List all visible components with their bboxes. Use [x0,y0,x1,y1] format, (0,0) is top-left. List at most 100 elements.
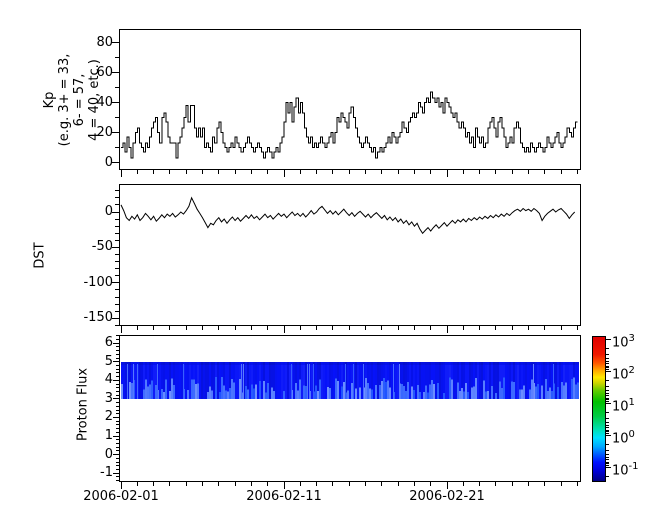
dst-y-tick-label: 0 [104,204,113,219]
kp-x-minor-tick [218,170,220,174]
kp-x-minor-tick [511,170,513,174]
proton-flux-y-minor-tick [116,442,119,444]
kp-x-minor-tick [348,170,350,174]
colorbar-tick-label: 102 [612,365,635,383]
dst-y-minor-tick [115,296,119,298]
proton-flux-x-minor-tick [332,482,334,486]
dst-x-minor-tick [348,326,350,330]
proton-flux-x-minor-tick [365,482,366,486]
kp-x-minor-tick [185,170,187,174]
dst-x-minor-tick [511,326,513,330]
colorbar-minor-tick [606,369,609,371]
proton-flux-y-tick-label: 3 [104,390,113,406]
proton-flux-y-minor-tick [116,446,119,448]
colorbar-major-tick [606,434,611,436]
colorbar-minor-tick [606,353,609,355]
kp-x-minor-tick [430,170,432,174]
dst-y-minor-tick [115,289,119,291]
proton-flux-y-minor-tick [116,372,119,374]
colorbar-minor-tick [606,427,609,429]
proton-flux-x-minor-tick [153,482,155,486]
proton-flux-y-minor-tick [116,346,119,348]
colorbar-minor-tick [606,348,609,350]
kp-x-minor-tick [560,170,562,174]
kp-y-major-tick [112,102,119,103]
colorbar-minor-tick [606,453,609,455]
proton-flux-y-minor-tick [116,420,119,422]
kp-x-minor-tick [153,170,155,174]
proton-flux-x-minor-tick [250,482,252,486]
kp-x-minor-tick [202,170,203,174]
proton-flux-x-major-tick [120,482,122,489]
dst-x-major-tick [446,326,448,333]
colorbar-minor-tick [606,461,609,463]
dst-y-minor-tick [115,232,119,234]
proton-flux-y-minor-tick [116,390,119,392]
colorbar-tick-label: 10-1 [612,461,639,479]
dst-y-minor-tick [115,218,119,220]
proton-flux-x-minor-tick [495,482,497,486]
kp-x-minor-tick [332,170,334,174]
dst-y-minor-tick [115,261,119,263]
proton-flux-y-minor-tick [116,465,119,467]
proton-flux-y-minor-tick [116,402,119,404]
proton-flux-y-tick-label: -1 [100,465,113,481]
colorbar-minor-tick [606,421,609,423]
x-tick-label-feb21: 2006-02-21 [409,489,485,504]
proton-flux-y-major-tick [113,398,119,400]
kp-x-minor-tick [136,170,138,174]
colorbar-tick-label: 103 [612,333,635,351]
proton-flux-y-minor-tick [116,439,119,441]
dst-y-tick-label: -50 [91,239,113,255]
dst-x-minor-tick [479,326,481,330]
colorbar-minor-tick [606,444,609,446]
dst-x-minor-tick [381,326,383,330]
kp-x-minor-tick [479,170,481,174]
kp-x-major-tick [283,170,285,177]
kp-x-minor-tick [316,170,318,174]
kp-y-minor-tick [115,117,119,118]
colorbar-minor-tick [606,417,609,419]
colorbar-minor-tick [606,465,609,467]
proton-flux-x-minor-tick [316,482,318,486]
proton-flux-x-minor-tick [136,482,138,486]
proton-flux-x-major-tick [283,482,285,489]
colorbar-major-tick [606,466,611,468]
dst-x-minor-tick [576,326,578,330]
proton-flux-x-minor-tick [462,482,464,486]
proton-flux-y-major-tick [113,361,119,363]
colorbar-major-tick [606,338,611,340]
colorbar-tick-label: 101 [612,397,635,415]
dst-y-tick-label: -150 [83,310,113,326]
dst-x-minor-tick [365,326,366,330]
kp-y-major-tick [112,72,119,73]
dst-x-minor-tick [316,326,318,330]
proton-flux-x-minor-tick [218,482,220,486]
proton-flux-y-minor-tick [116,383,119,385]
proton-flux-x-minor-tick [528,482,529,486]
proton-flux-y-minor-tick [116,457,119,459]
dst-y-minor-tick [115,268,119,270]
proton-flux-x-minor-tick [381,482,383,486]
dst-y-minor-tick [115,239,119,241]
dst-x-minor-tick [397,326,399,330]
proton-flux-y-minor-tick [116,431,119,433]
kp-x-minor-tick [250,170,252,174]
kp-x-minor-tick [365,170,366,174]
proton-flux-y-minor-tick [116,394,119,396]
kp-x-minor-tick [234,170,236,174]
kp-y-tick-label: 0 [104,154,113,170]
proton-flux-y-minor-tick [116,353,119,355]
proton-flux-x-minor-tick [576,482,578,486]
proton-flux-y-minor-tick [116,468,119,470]
colorbar-minor-tick [606,401,609,403]
kp-y-tick-label: 60 [96,64,113,80]
proton-flux-y-minor-tick [116,413,119,415]
kp-y-tick-label: 80 [96,34,113,50]
dst-y-major-tick [112,246,119,248]
colorbar-major-tick [606,370,611,372]
colorbar-minor-tick [606,399,609,401]
proton-flux-y-minor-tick [116,405,119,407]
dst-y-minor-tick [115,225,119,227]
